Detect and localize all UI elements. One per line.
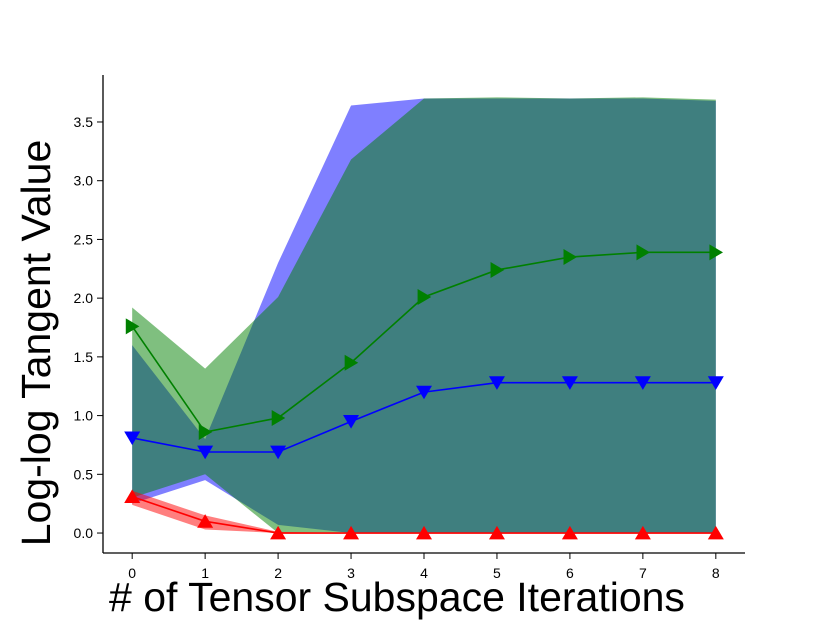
data-point bbox=[563, 249, 578, 266]
data-point bbox=[271, 409, 286, 426]
data-point bbox=[416, 525, 432, 540]
series-markers bbox=[124, 244, 724, 540]
y-tick-label: 1.0 bbox=[74, 408, 94, 424]
x-tick-label: 3 bbox=[347, 565, 355, 581]
y-tick-label: 2.5 bbox=[74, 231, 94, 247]
data-point bbox=[636, 244, 651, 261]
data-point bbox=[709, 244, 724, 261]
x-axis-ticks: 0 1 2 3 4 5 6 7 8 bbox=[128, 553, 720, 581]
x-tick-label: 4 bbox=[420, 565, 428, 581]
y-tick-label: 3.5 bbox=[74, 114, 94, 130]
y-axis-ticks: 0.0 0.5 1.0 1.5 2.0 2.5 3.0 3.5 bbox=[74, 114, 103, 541]
series-band bbox=[132, 97, 716, 534]
data-point bbox=[343, 415, 360, 429]
data-point bbox=[125, 318, 140, 335]
data-point bbox=[488, 376, 505, 390]
data-point bbox=[124, 431, 141, 446]
data-point bbox=[416, 385, 432, 400]
x-tick-label: 5 bbox=[493, 565, 501, 581]
x-tick-label: 2 bbox=[274, 565, 282, 581]
y-axis-label: Log-log Tangent Value bbox=[13, 140, 59, 547]
data-point bbox=[634, 525, 651, 540]
y-tick-label: 0.0 bbox=[74, 525, 94, 541]
data-point bbox=[417, 288, 432, 305]
data-point bbox=[561, 376, 578, 390]
data-point bbox=[197, 514, 214, 528]
x-tick-label: 1 bbox=[201, 565, 209, 581]
data-point bbox=[561, 525, 578, 540]
data-point bbox=[270, 445, 287, 460]
data-point bbox=[488, 525, 505, 540]
data-point bbox=[270, 525, 287, 540]
data-point bbox=[344, 354, 359, 371]
data-point bbox=[707, 525, 724, 540]
data-point bbox=[490, 261, 505, 278]
x-tick-label: 6 bbox=[566, 565, 574, 581]
y-tick-label: 2.0 bbox=[74, 290, 94, 306]
y-tick-label: 3.0 bbox=[74, 173, 94, 189]
data-point bbox=[707, 376, 724, 390]
x-tick-label: 0 bbox=[128, 565, 136, 581]
data-point bbox=[198, 424, 213, 441]
y-tick-label: 0.5 bbox=[74, 466, 94, 482]
data-point bbox=[634, 376, 651, 390]
data-point bbox=[343, 525, 360, 540]
x-axis-label: # of Tensor Subspace Iterations bbox=[109, 574, 685, 620]
data-point bbox=[197, 445, 214, 460]
x-tick-label: 7 bbox=[639, 565, 647, 581]
confidence-bands bbox=[132, 97, 716, 534]
x-tick-label: 8 bbox=[712, 565, 720, 581]
data-point bbox=[124, 489, 141, 504]
y-tick-label: 1.5 bbox=[74, 349, 94, 365]
